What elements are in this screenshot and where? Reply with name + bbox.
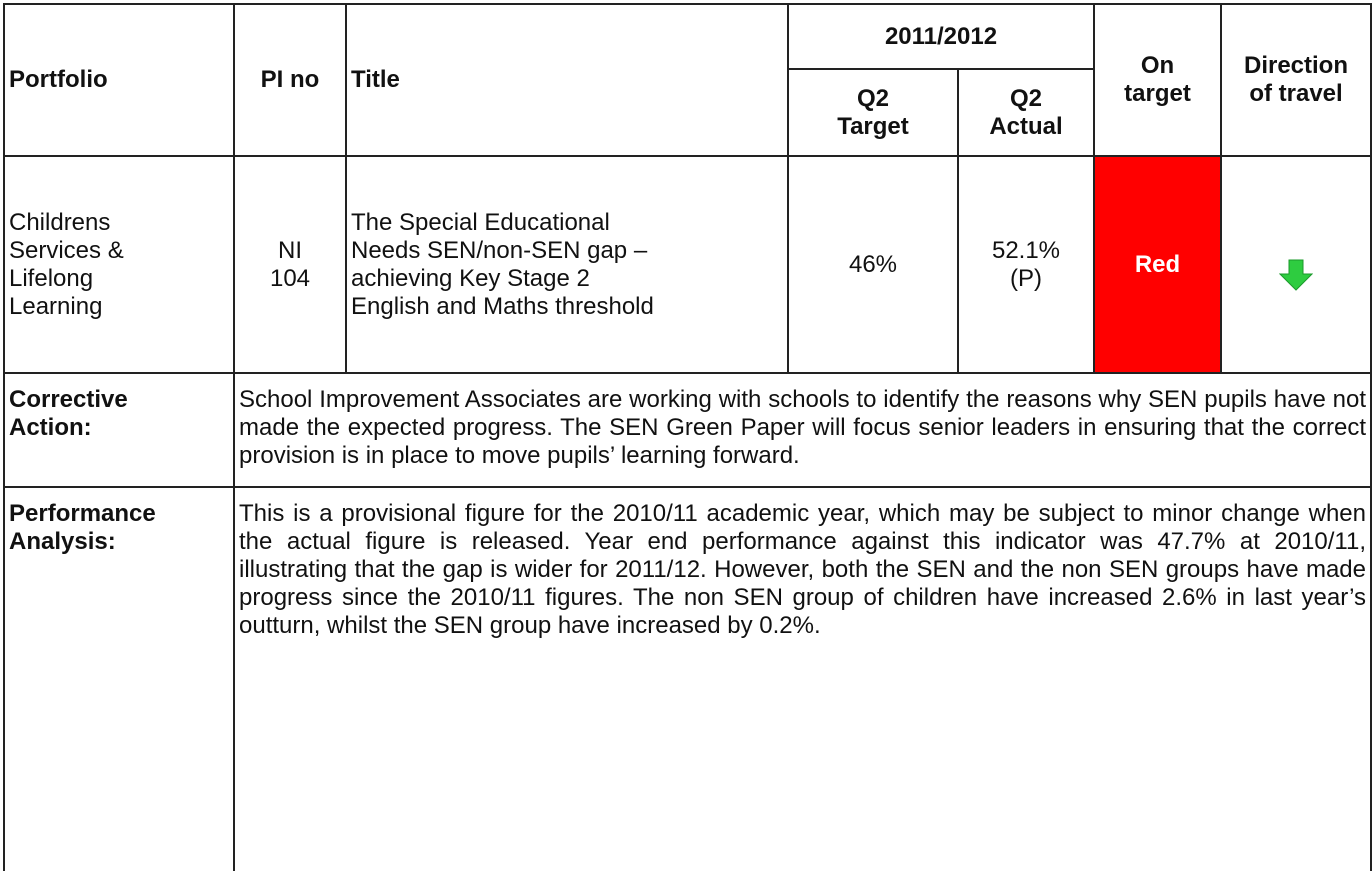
- pi-table: Portfolio PI no Title 2011/2012 On targe…: [3, 3, 1372, 871]
- header-cell: Q2 Actual: [957, 68, 1095, 157]
- header-cell: 2011/2012: [787, 3, 1095, 70]
- header-cell: On target: [1093, 3, 1222, 157]
- cell: The Special Educational Needs SEN/non-SE…: [345, 155, 789, 374]
- header-cell: Q2 Target: [787, 68, 959, 157]
- cell: Childrens Services & Lifelong Learning: [3, 155, 235, 374]
- row-label: Corrective Action:: [3, 372, 235, 488]
- down-arrow: [1278, 259, 1314, 291]
- cell: 52.1% (P): [957, 155, 1095, 374]
- header-cell: Portfolio: [3, 3, 235, 157]
- status-cell: Red: [1093, 155, 1222, 374]
- header-cell: Direction of travel: [1220, 3, 1372, 157]
- paragraph: School Improvement Associates are workin…: [233, 372, 1372, 488]
- header-cell: PI no: [233, 3, 347, 157]
- row-label: Performance Analysis:: [3, 486, 235, 871]
- header-cell: Title: [345, 3, 789, 157]
- direction-cell: [1220, 155, 1372, 374]
- paragraph: This is a provisional figure for the 201…: [233, 486, 1372, 871]
- cell: NI 104: [233, 155, 347, 374]
- cell: 46%: [787, 155, 959, 374]
